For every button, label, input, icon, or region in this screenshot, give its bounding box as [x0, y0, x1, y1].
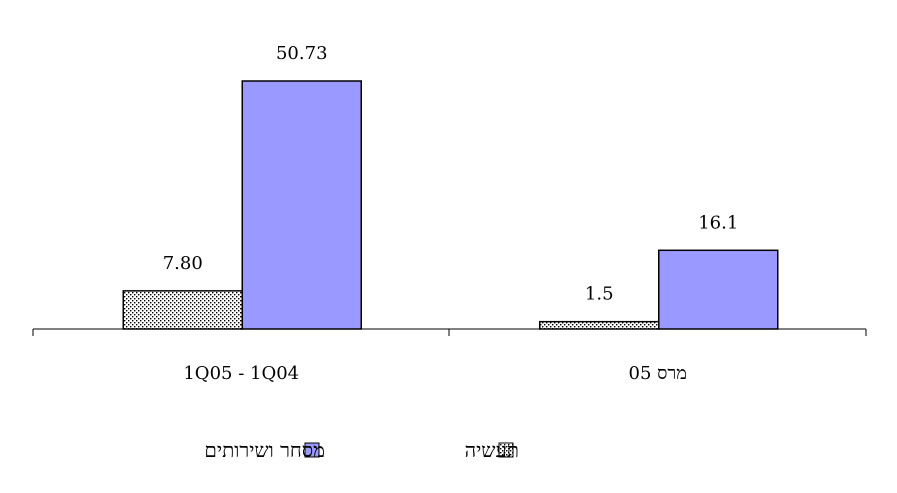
value-labels-group: 7.80 50.73 1.5 16.1	[163, 43, 739, 305]
bar-services-1	[658, 249, 779, 330]
legend-swatch-industry	[498, 442, 514, 458]
legend-label-industry: תעשיה	[465, 438, 519, 462]
bar-industry-1	[539, 320, 660, 330]
bar-services-0	[241, 80, 362, 330]
category-labels-group: 1Q05 - 1Q04 מרס 05	[183, 363, 687, 384]
legend-label-services: מסחר ושירותים	[204, 438, 325, 462]
bars-group	[122, 80, 779, 330]
value-label-services-1: 16.1	[698, 212, 738, 233]
bar-industry-0	[122, 290, 243, 330]
value-label-services-0: 50.73	[276, 43, 328, 64]
category-label-1: מרס 05	[629, 363, 687, 384]
legend: מסחר ושירותים תעשיה	[204, 438, 519, 462]
category-label-0: 1Q05 - 1Q04	[183, 363, 299, 384]
value-label-industry-1: 1.5	[585, 284, 614, 305]
legend-swatch-services	[304, 442, 320, 458]
value-label-industry-0: 7.80	[163, 253, 203, 274]
